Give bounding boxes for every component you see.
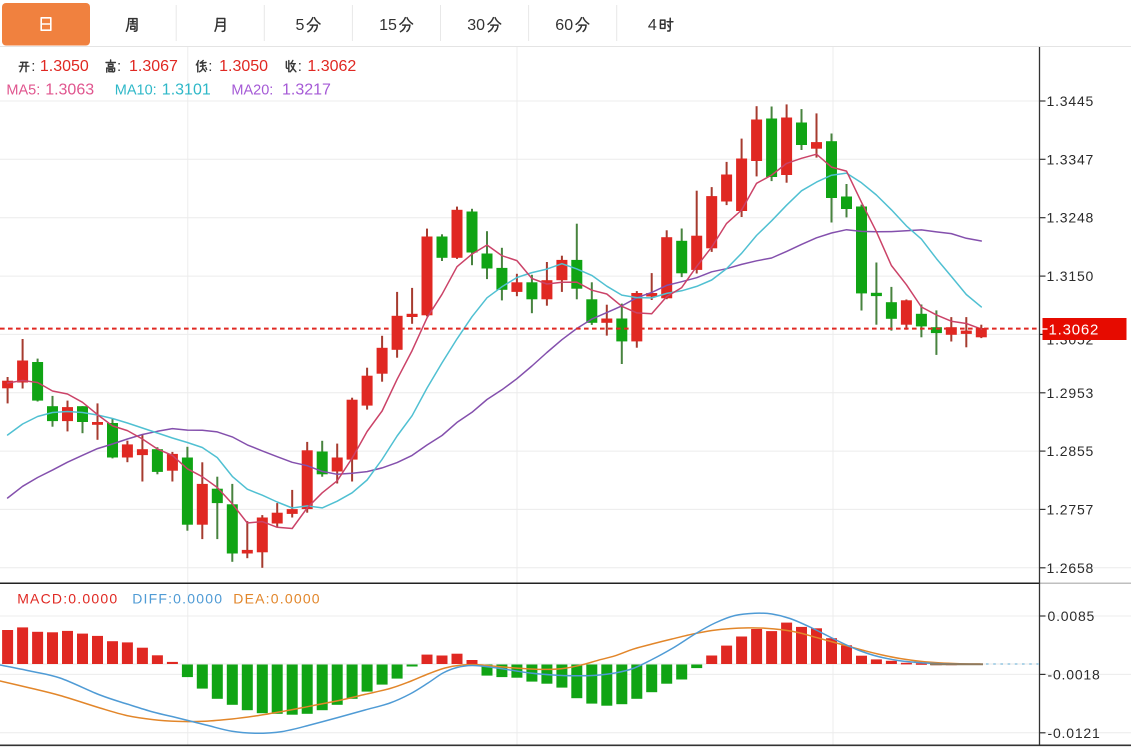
svg-text::: : [298, 58, 302, 75]
svg-text:15: 15 [379, 17, 397, 34]
svg-text:MA5:: MA5: [6, 83, 40, 99]
svg-text:1.3050: 1.3050 [219, 58, 268, 75]
svg-text::: : [31, 58, 35, 75]
svg-text:DEA:0.0000: DEA:0.0000 [233, 591, 320, 607]
svg-text:-0.0121: -0.0121 [1048, 725, 1101, 741]
svg-text:1.2757: 1.2757 [1047, 502, 1095, 518]
svg-text:1.3062: 1.3062 [1049, 321, 1100, 338]
svg-text::: : [117, 58, 121, 75]
svg-text:4: 4 [648, 17, 657, 34]
svg-text:1.3445: 1.3445 [1047, 93, 1095, 109]
svg-text:1.3067: 1.3067 [129, 58, 178, 75]
svg-text:1.2658: 1.2658 [1047, 560, 1095, 576]
svg-text:1.3050: 1.3050 [40, 58, 89, 75]
svg-text:1.2855: 1.2855 [1047, 443, 1095, 459]
svg-text:MA10:: MA10: [115, 83, 157, 99]
svg-text:MA20:: MA20: [231, 83, 273, 99]
svg-text:5: 5 [295, 17, 304, 34]
svg-text:60: 60 [555, 17, 573, 34]
svg-text:0.0085: 0.0085 [1048, 608, 1096, 624]
svg-text::: : [208, 58, 212, 75]
svg-text:1.3248: 1.3248 [1047, 210, 1095, 226]
svg-text:1.3217: 1.3217 [282, 82, 331, 99]
svg-text:MACD:0.0000: MACD:0.0000 [17, 591, 118, 607]
svg-text:1.3062: 1.3062 [307, 58, 356, 75]
svg-text:-0.0018: -0.0018 [1048, 666, 1101, 682]
svg-text:30: 30 [467, 17, 485, 34]
svg-text:1.3347: 1.3347 [1047, 151, 1095, 167]
svg-text:1.2953: 1.2953 [1047, 385, 1095, 401]
svg-text:1.3101: 1.3101 [162, 82, 211, 99]
svg-text:1.3150: 1.3150 [1047, 268, 1095, 284]
svg-text:1.3063: 1.3063 [45, 82, 94, 99]
svg-text:DIFF:0.0000: DIFF:0.0000 [132, 591, 223, 607]
